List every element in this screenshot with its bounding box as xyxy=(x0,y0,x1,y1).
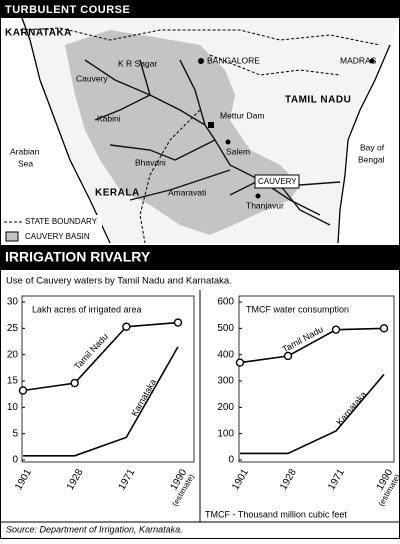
chart-title: Lakh acres of irrigated area xyxy=(32,304,142,314)
west-coast xyxy=(21,17,111,244)
map-label: Salem xyxy=(226,146,250,156)
legend-bg xyxy=(2,215,102,242)
section-title: IRRIGATION RIVALRY xyxy=(5,249,151,265)
y-tick-label: 400 xyxy=(217,349,234,360)
map-title: TURBULENT COURSE xyxy=(5,4,130,16)
map-label: Sea xyxy=(18,158,33,168)
plot-frame xyxy=(238,295,395,463)
legend-basin-key xyxy=(5,231,19,242)
map-label: Kabini xyxy=(97,113,121,123)
east-coast xyxy=(337,44,391,244)
state-boundaries xyxy=(19,27,381,244)
y-tick-label: 200 xyxy=(217,402,234,413)
source: Source: Department of Irrigation, Karnat… xyxy=(6,524,183,534)
map: TURBULENT COURSE KARNATAKA K R Sagar Cau… xyxy=(0,0,400,244)
map-label: Thanjavur xyxy=(246,200,284,210)
map-label: Bhavani xyxy=(135,157,166,167)
y-tick-label: 300 xyxy=(217,376,234,387)
y-tick-label: 100 xyxy=(217,428,234,439)
y-tick-label: 30 xyxy=(7,297,19,308)
y-tick-label: 5 xyxy=(12,428,18,439)
cauvery-basin xyxy=(65,30,300,235)
map-label: Bengal xyxy=(358,154,385,164)
map-label: Arabian xyxy=(10,146,40,156)
y-tick-label: 20 xyxy=(7,349,19,360)
subtitle: Use of Cauvery waters by Tamil Nadu and … xyxy=(6,276,232,287)
map-label: CAUVERY xyxy=(258,177,297,186)
map-label: BANGALORE xyxy=(207,55,260,65)
bay-of-bengal xyxy=(338,18,399,243)
thanjavur-dot xyxy=(255,193,261,199)
point xyxy=(122,322,131,331)
point xyxy=(379,324,389,333)
y-tick-label: 600 xyxy=(217,297,234,308)
series-line xyxy=(239,327,385,364)
salem-dot xyxy=(225,139,231,145)
y-tick-label: 0 xyxy=(12,455,18,466)
map-label: KARNATAKA xyxy=(5,28,72,39)
y-tick-label: 0 xyxy=(228,455,234,466)
map-label: KERALA xyxy=(95,188,140,199)
section-title-bar xyxy=(0,245,400,270)
y-tick-label: 500 xyxy=(217,323,234,334)
point xyxy=(173,318,183,327)
series-line xyxy=(22,321,179,392)
y-tick-label: 15 xyxy=(7,376,19,387)
map-label: Bay of xyxy=(360,142,385,152)
mettur-dam-mark xyxy=(208,122,214,128)
bangalore-dot xyxy=(198,58,204,64)
chart-title: TMCF water consumption xyxy=(246,304,349,314)
madras-dot xyxy=(369,58,375,64)
map-label: TAMIL NADU xyxy=(285,95,351,106)
map-label: Cauvery xyxy=(76,73,108,83)
legend-label: CAUVERY BASIN xyxy=(25,232,90,241)
map-label: MADRAS xyxy=(340,55,377,65)
legend-label: STATE BOUNDARY xyxy=(25,217,98,226)
point xyxy=(283,351,293,361)
point xyxy=(331,325,341,334)
point xyxy=(18,386,28,395)
point xyxy=(235,358,245,367)
cauvery-box xyxy=(254,174,300,189)
map-label: Mettur Dam xyxy=(220,110,264,120)
y-tick-label: 10 xyxy=(7,402,19,413)
y-tick-label: 25 xyxy=(7,323,19,334)
point xyxy=(70,378,79,388)
series-line xyxy=(240,373,385,455)
map-title-bar xyxy=(0,0,400,18)
map-label: K R Sagar xyxy=(118,58,157,68)
series-line xyxy=(23,346,179,457)
plot-frame xyxy=(21,295,195,463)
chart-note: TMCF - Thousand million cubic feet xyxy=(205,509,347,519)
map-label: Amaravati xyxy=(168,187,206,197)
